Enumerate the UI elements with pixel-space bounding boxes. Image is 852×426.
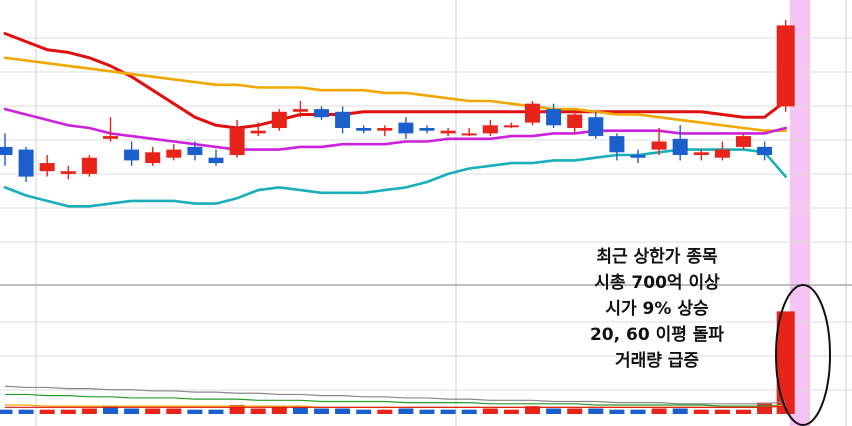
annotation: 최근 상한가 종목 시총 700억 이상 시가 9% 상승 20, 60 이평 … xyxy=(590,247,724,371)
volume-ma-line xyxy=(4,385,786,405)
volume-bar xyxy=(81,408,97,414)
candle-body xyxy=(103,136,118,139)
candle-body xyxy=(271,111,287,128)
volume-bar xyxy=(714,409,730,414)
volume-bar xyxy=(18,409,34,414)
candle-body xyxy=(166,149,182,158)
candle-body xyxy=(546,109,562,126)
ma-line xyxy=(3,56,788,132)
annotation-line-4: 20, 60 이평 돌파 xyxy=(590,325,724,345)
candle-body xyxy=(693,152,709,155)
candle-body xyxy=(356,128,372,131)
candle-body xyxy=(609,136,625,153)
volume-bar xyxy=(651,408,667,414)
candles xyxy=(0,20,795,182)
candle-body xyxy=(461,133,477,136)
volume-bar xyxy=(398,408,414,414)
candle-body xyxy=(503,125,519,128)
ma-line xyxy=(3,148,788,208)
candle-body xyxy=(482,125,498,134)
volume-bar xyxy=(630,409,646,414)
candle-body xyxy=(124,149,140,161)
volume-bar xyxy=(546,408,562,414)
candle-body xyxy=(145,152,161,164)
volume-bar xyxy=(609,409,625,414)
ma-line xyxy=(3,32,788,130)
volume-bar xyxy=(39,409,55,414)
volume-bar xyxy=(103,406,118,414)
volume-bar xyxy=(124,408,140,414)
candle-body xyxy=(398,122,414,134)
volume-bar xyxy=(271,407,287,414)
candle-body xyxy=(630,155,646,158)
candle-body xyxy=(250,130,266,134)
volume-bar xyxy=(757,402,773,414)
volume-ma-line xyxy=(5,405,786,408)
candle-body xyxy=(208,157,224,164)
candle-body xyxy=(39,163,55,172)
candle-body xyxy=(714,149,730,158)
volume-bar xyxy=(166,408,182,414)
volume-bar xyxy=(419,409,435,414)
candle-body xyxy=(440,130,456,134)
annotation-line-3: 시가 9% 상승 xyxy=(605,299,709,319)
volume-bar xyxy=(440,409,456,414)
volume-bar xyxy=(0,409,13,414)
candle-body xyxy=(776,25,795,107)
annotation-line-1: 최근 상한가 종목 xyxy=(596,247,718,267)
volume-bar xyxy=(335,408,351,414)
volume-bar xyxy=(292,407,308,414)
volume-bar xyxy=(208,409,224,414)
volume-bar xyxy=(250,408,266,414)
volume-bar xyxy=(672,408,688,414)
annotation-line-5: 거래량 급증 xyxy=(615,351,699,371)
volume-bar xyxy=(377,409,393,414)
candle-body xyxy=(757,146,773,155)
candle-body xyxy=(335,111,351,128)
volume-average-lines xyxy=(4,385,786,408)
volume-bar xyxy=(588,408,604,414)
volume-bar xyxy=(145,408,161,414)
volume-bar xyxy=(60,409,76,414)
candle-body xyxy=(60,171,76,174)
volume-bars xyxy=(0,311,795,414)
candle-body xyxy=(229,128,245,155)
volume-bar xyxy=(229,404,245,414)
volume-bar xyxy=(356,409,372,414)
volume-bar xyxy=(314,408,329,414)
volume-ma-line xyxy=(5,393,786,407)
candle-body xyxy=(672,138,688,155)
volume-bar xyxy=(693,409,709,414)
candle-body xyxy=(567,114,583,128)
volume-bar xyxy=(776,311,795,414)
candle-body xyxy=(0,146,13,155)
candle-body xyxy=(187,146,203,155)
candle-body xyxy=(314,109,329,118)
candle-body xyxy=(651,141,667,150)
candle-body xyxy=(419,128,435,131)
candle-body xyxy=(588,117,604,137)
candle-body xyxy=(736,136,751,147)
moving-average-lines xyxy=(3,32,788,208)
candle-body xyxy=(81,157,97,174)
volume-bar xyxy=(187,409,203,414)
annotation-line-2: 시총 700억 이상 xyxy=(594,273,720,293)
candle-body xyxy=(292,109,308,112)
volume-bar xyxy=(503,409,519,414)
candle-body xyxy=(525,103,540,123)
candle-body xyxy=(18,149,34,177)
volume-bar xyxy=(736,409,751,414)
volume-bar xyxy=(567,408,583,414)
volume-spike-circle xyxy=(775,284,831,426)
volume-bar xyxy=(525,406,540,414)
ma-line xyxy=(3,107,788,151)
volume-bar xyxy=(482,408,498,414)
candle-body xyxy=(377,128,393,131)
volume-bar xyxy=(461,409,477,414)
